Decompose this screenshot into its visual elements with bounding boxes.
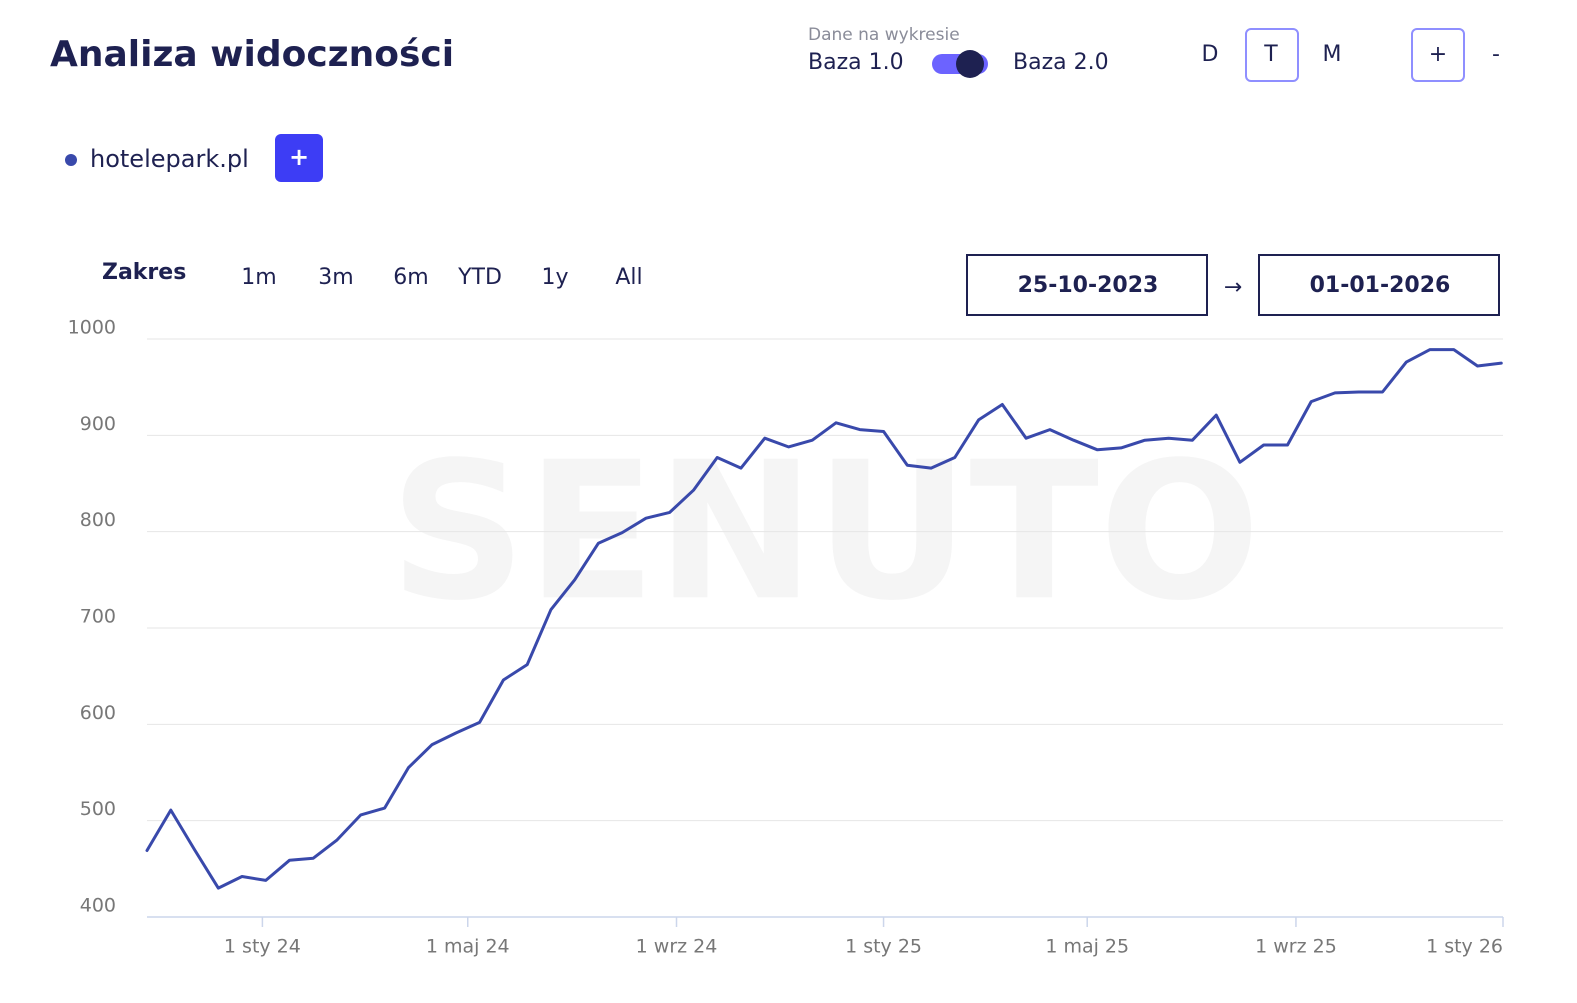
toggle-knob[interactable]	[956, 50, 984, 78]
zoom-in[interactable]: +	[1429, 42, 1447, 67]
zoom-out[interactable]: -	[1492, 42, 1500, 67]
legend-marker	[65, 154, 77, 166]
y-tick-label: 1000	[68, 317, 116, 339]
date-arrow: →	[1224, 275, 1242, 300]
toggle-right: Baza 2.0	[1013, 50, 1109, 75]
y-tick-label: 700	[80, 606, 116, 628]
legend-label[interactable]: hotelepark.pl	[90, 145, 249, 173]
x-tick-label: 1 wrz 24	[636, 936, 718, 958]
range-option[interactable]: 1m	[241, 265, 276, 290]
granularity-selected-box[interactable]	[1245, 28, 1299, 82]
x-tick-label: 1 wrz 25	[1255, 936, 1337, 958]
range-option[interactable]: 6m	[393, 265, 428, 290]
range-option[interactable]: 3m	[318, 265, 353, 290]
y-tick-label: 600	[80, 702, 116, 724]
granularity-button[interactable]: T	[1263, 42, 1278, 67]
date-to[interactable]: 01-01-2026	[1310, 273, 1451, 298]
series-line	[145, 348, 1503, 890]
y-tick-label: 500	[80, 798, 116, 820]
page-title: Analiza widoczności	[50, 34, 454, 75]
zoom-box[interactable]	[1411, 28, 1465, 82]
add-button[interactable]	[275, 134, 323, 182]
x-tick-label: 1 maj 25	[1045, 936, 1129, 958]
x-tick-label: 1 maj 24	[426, 936, 510, 958]
x-tick-label: 1 sty 25	[845, 936, 922, 958]
date-from-box[interactable]	[966, 254, 1208, 316]
range-option[interactable]: All	[615, 265, 642, 290]
range-option[interactable]: 1y	[541, 265, 568, 290]
x-tick-label: 1 sty 26	[1426, 936, 1503, 958]
granularity-button[interactable]: M	[1323, 42, 1342, 67]
y-tick-label: 800	[80, 509, 116, 531]
granularity-button[interactable]: D	[1202, 42, 1219, 67]
toggle-left: Baza 1.0	[808, 50, 904, 75]
add-button-label[interactable]: +	[289, 143, 309, 171]
date-from[interactable]: 25-10-2023	[1018, 273, 1159, 298]
y-tick-label: 900	[80, 413, 116, 435]
range-label: Zakres	[102, 260, 186, 285]
x-tick-label: 1 sty 24	[224, 936, 301, 958]
range-option[interactable]: YTD	[457, 265, 502, 290]
date-to-box[interactable]	[1258, 254, 1500, 316]
y-tick-label: 400	[80, 895, 116, 917]
toggle-caption: Dane na wykresie	[808, 25, 960, 45]
